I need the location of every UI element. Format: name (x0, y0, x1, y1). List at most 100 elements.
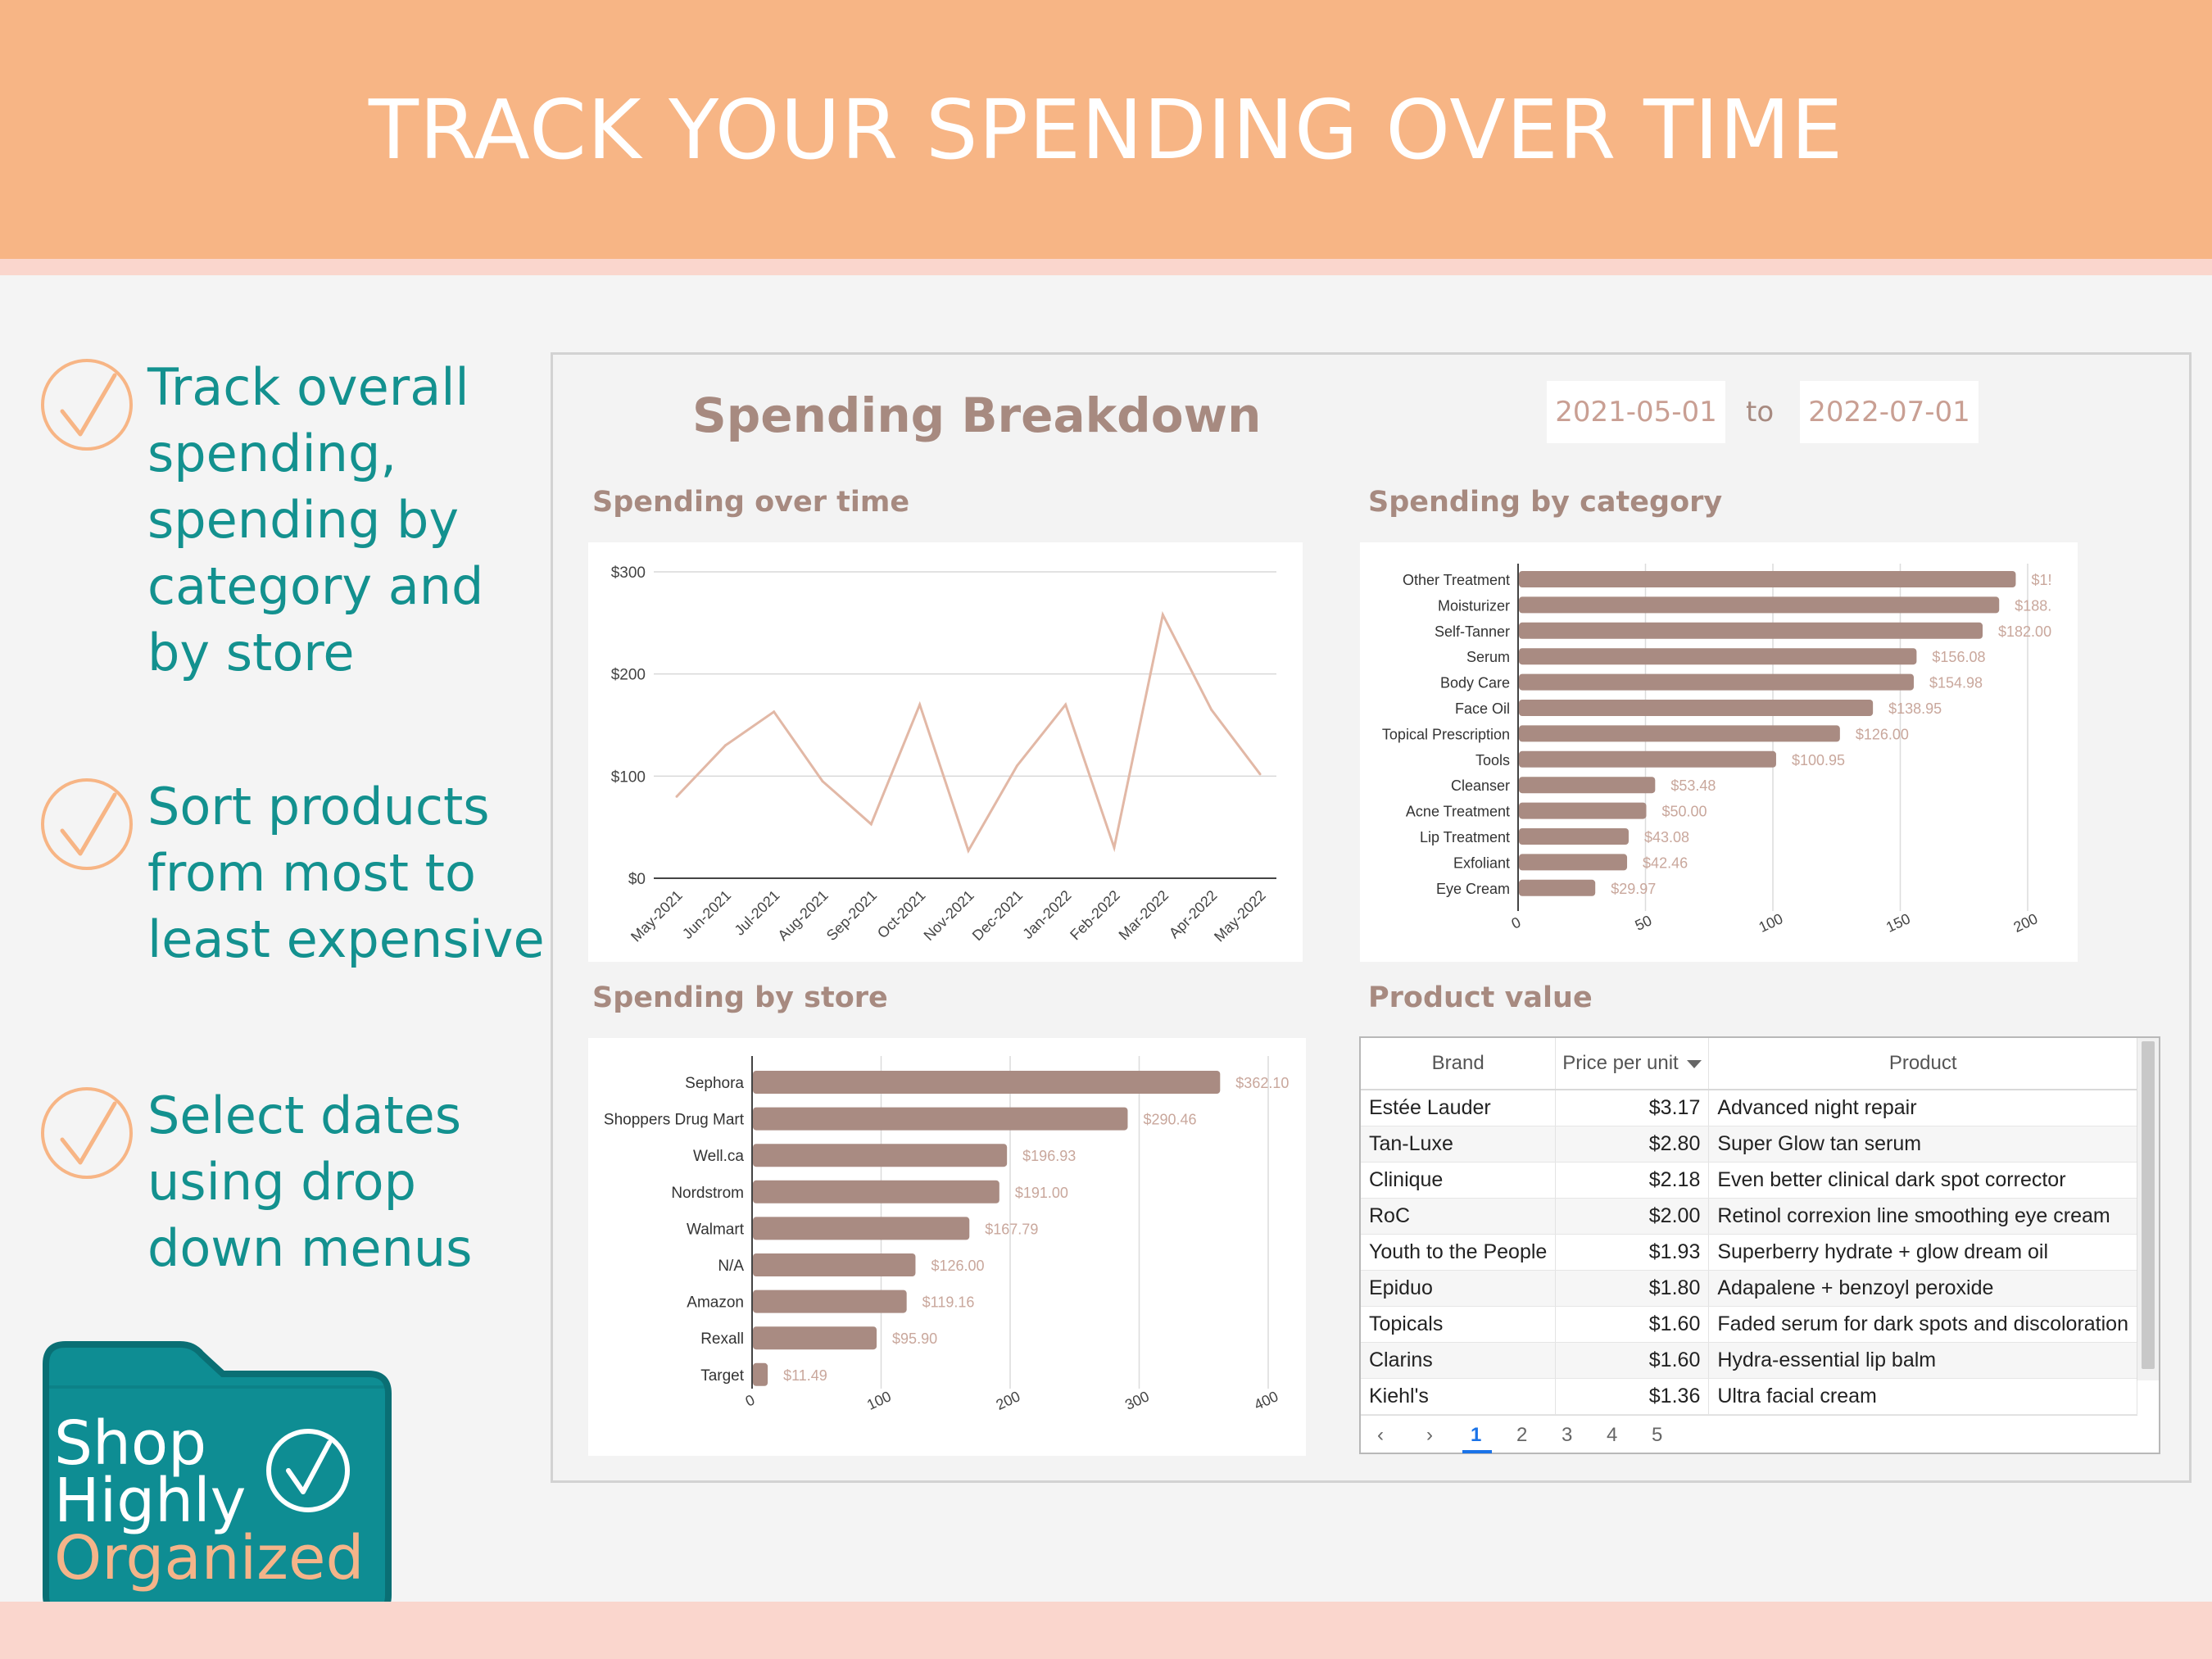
category-label: Rexall (700, 1330, 744, 1348)
x-tick-label: Jun-2021 (679, 887, 734, 942)
bar (753, 1217, 970, 1240)
cell-price: $2.00 (1555, 1198, 1710, 1235)
panel-title-by-category: Spending by category (1368, 486, 1723, 519)
cell-price: $1.80 (1555, 1270, 1710, 1307)
table-row: RoC $2.00 Retinol correxion line smoothing… (1361, 1198, 2137, 1235)
x-tick-label: Mar-2022 (1116, 887, 1172, 944)
category-label: Face Oil (1455, 700, 1510, 717)
header-banner: TRACK YOUR SPENDING OVER TIME (0, 0, 2212, 259)
cell-brand: Clarins (1361, 1342, 1557, 1379)
x-tick-label: 400 (1252, 1388, 1281, 1413)
table-scrollbar[interactable] (2137, 1038, 2159, 1380)
table-row: Youth to the People $1.93 Superberry hydra… (1361, 1234, 2137, 1271)
date-to-dropdown[interactable]: 2022-07-01 (1800, 381, 1979, 443)
page-3-button[interactable]: 3 (1562, 1424, 1573, 1446)
banner-divider (0, 259, 2212, 275)
cell-price: $1.36 (1555, 1378, 1710, 1415)
data-label: $156.08 (1932, 649, 1985, 665)
bar (753, 1144, 1008, 1167)
date-from-dropdown[interactable]: 2021-05-01 (1547, 381, 1725, 443)
category-label: Walmart (687, 1221, 745, 1238)
cell-product: Ultra facial cream (1708, 1378, 2137, 1415)
chevron-left-icon[interactable]: ‹ (1377, 1424, 1384, 1446)
spending-dashboard: Spending Breakdown 2021-05-01 to 2022-07… (551, 352, 2192, 1483)
x-tick-label: May-2021 (628, 887, 686, 945)
series-line (675, 610, 1262, 854)
cell-price: $2.18 (1555, 1162, 1710, 1199)
feature-text: Select dates using drop down menus (147, 1086, 473, 1278)
checkmark-icon (41, 1087, 133, 1179)
x-tick-label: 0 (1509, 913, 1524, 931)
page-2-button[interactable]: 2 (1516, 1424, 1528, 1446)
table-row: Topicals $1.60 Faded serum for dark spots … (1361, 1306, 2137, 1343)
cell-product: Super Glow tan serum (1708, 1126, 2137, 1163)
bar-chart-spending-by-category: 0 50 100 150 200 Other Treatment $1! Moisturize… (1360, 542, 2078, 962)
data-point (675, 795, 678, 798)
category-label: Topical Prescription (1382, 726, 1510, 742)
data-label: $126.00 (931, 1258, 984, 1274)
category-label: Well.ca (693, 1148, 744, 1165)
column-header-brand[interactable]: Brand (1361, 1038, 1557, 1090)
page-4-button[interactable]: 4 (1607, 1424, 1618, 1446)
x-tick-label: 0 (743, 1391, 758, 1409)
y-tick-label: $300 (611, 564, 646, 582)
x-tick-label: 200 (2011, 910, 2041, 936)
table-row: Epiduo $1.80 Adapalene + benzoyl peroxide (1361, 1270, 2137, 1307)
cell-brand: Estée Lauder (1361, 1090, 1557, 1126)
x-tick-label: 50 (1633, 912, 1655, 934)
data-label: $42.46 (1643, 854, 1688, 871)
data-label: $196.93 (1022, 1148, 1076, 1164)
bar (1519, 648, 1917, 665)
scrollbar-thumb[interactable] (2142, 1041, 2155, 1369)
cell-price: $2.80 (1555, 1126, 1710, 1163)
page-5-button[interactable]: 5 (1652, 1424, 1663, 1446)
cell-brand: Tan-Luxe (1361, 1126, 1557, 1163)
shop-highly-organized-logo: Shop Highly Organized (41, 1339, 393, 1620)
line-chart-spending-over-time: $0 $100 $200 $300 May-2021 Jun-2021 Jul-2021 Au… (588, 542, 1303, 962)
bar (1519, 854, 1628, 871)
x-tick-label: Nov-2021 (920, 887, 977, 944)
active-page-indicator (1462, 1450, 1492, 1453)
column-header-price[interactable]: Price per unit (1555, 1038, 1710, 1090)
cell-product: Adapalene + benzoyl peroxide (1708, 1270, 2137, 1307)
category-label: Lip Treatment (1420, 829, 1510, 845)
column-header-product[interactable]: Product (1708, 1038, 2137, 1090)
bar (1519, 750, 1776, 768)
category-label: Tools (1475, 752, 1510, 768)
data-point (967, 849, 970, 852)
logo-text-highly: Highly (54, 1466, 246, 1536)
dashboard-title: Spending Breakdown (692, 388, 1262, 443)
x-tick-label: 100 (1756, 910, 1786, 936)
bar (1519, 571, 2016, 587)
bar (753, 1290, 907, 1313)
data-point (1064, 703, 1067, 706)
chevron-right-icon[interactable]: › (1426, 1424, 1433, 1446)
cell-price: $3.17 (1555, 1090, 1710, 1126)
data-point (869, 823, 873, 826)
feature-text: Sort products from most to least expensive (147, 777, 545, 969)
table-row: Clarins $1.60 Hydra-essential lip balm (1361, 1342, 2137, 1379)
cell-brand: Topicals (1361, 1306, 1557, 1343)
data-point (1161, 613, 1164, 616)
y-tick-label: $100 (611, 768, 646, 786)
logo-text-shop: Shop (54, 1408, 206, 1479)
data-point (1113, 846, 1116, 850)
bar (753, 1071, 1221, 1094)
bar (1519, 596, 2000, 614)
page-1-button[interactable]: 1 (1471, 1424, 1482, 1446)
data-point (723, 744, 727, 747)
cell-product: Faded serum for dark spots and discolora… (1708, 1306, 2137, 1343)
table-row: Clinique $2.18 Even better clinical dark s… (1361, 1162, 2137, 1199)
x-tick-label: Feb-2022 (1067, 887, 1123, 944)
product-table: Brand Price per unit Product Estée Laude… (1361, 1038, 2137, 1415)
cell-brand: Clinique (1361, 1162, 1557, 1199)
line-chart-svg: $0$100$200$300May-2021Jun-2021Jul-2021Au… (611, 564, 1276, 945)
category-label: Amazon (687, 1294, 744, 1312)
data-label: $43.08 (1644, 829, 1689, 845)
category-label: N/A (718, 1258, 744, 1275)
category-label: Acne Treatment (1406, 804, 1510, 820)
bar (1519, 828, 1629, 845)
x-tick-label: Sep-2021 (823, 887, 880, 944)
x-tick-label: 100 (864, 1388, 894, 1413)
data-label: $1! (2031, 572, 2051, 588)
